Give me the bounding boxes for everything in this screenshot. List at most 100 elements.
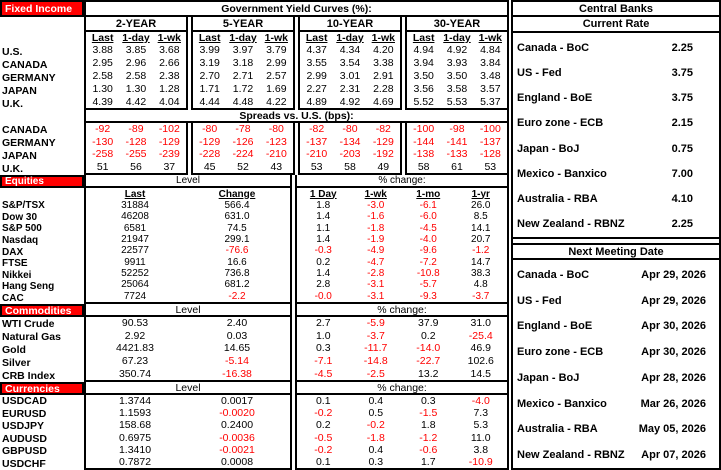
- column-header: 1-yr: [471, 188, 490, 200]
- level-row: 22577 -76.6: [86, 245, 290, 256]
- pct-row: -0.0 -3.1 -9.3 -3.7: [297, 291, 507, 302]
- value-cell: -80: [268, 123, 284, 136]
- equities-level-header: Level: [84, 175, 292, 188]
- row-label: Dow 30: [2, 211, 38, 223]
- bank-name: England - BoE: [517, 320, 593, 333]
- section-label-commodities: Commodities: [0, 304, 84, 317]
- value-cell: 4.42: [125, 95, 147, 108]
- yield-row: 3.56 3.58 3.57: [407, 82, 507, 95]
- value-cell: 1.71: [199, 82, 220, 95]
- value-cell: -4.5: [314, 367, 333, 380]
- value-cell: 0.0017: [220, 395, 254, 408]
- spread-row: 58 61 53: [407, 161, 507, 174]
- value-cell: -6.1: [419, 200, 437, 212]
- bank-name: Mexico - Banxico: [517, 397, 607, 410]
- column-header: Change: [218, 188, 256, 200]
- value-cell: -239: [158, 148, 180, 161]
- central-bank-meeting-row: Euro zone - ECB Apr 30, 2026: [513, 339, 719, 365]
- value-cell: 4.34: [339, 44, 361, 57]
- level-row: 52252 736.8: [86, 268, 290, 279]
- row-label: USDJPY: [2, 420, 45, 433]
- pct-row: -7.1 -14.8 -22.7 102.6: [297, 355, 507, 368]
- value-cell: -10.9: [468, 455, 493, 468]
- spread-row: -130 -128 -129: [86, 136, 186, 149]
- value-cell: 3.56: [413, 82, 434, 95]
- value-cell: -0.2: [314, 443, 333, 456]
- value-cell: 3.48: [480, 69, 501, 82]
- value-cell: -9.3: [419, 290, 437, 302]
- pct-row: 0.1 0.3 1.7 -10.9: [297, 456, 507, 468]
- column-header: Last: [305, 32, 328, 44]
- value-cell: -1.8: [367, 222, 385, 234]
- value-cell: 74.5: [227, 222, 247, 234]
- value-cell: -0.0: [314, 290, 332, 302]
- value-cell: -92: [95, 123, 111, 136]
- row-label: CANADA: [2, 123, 48, 136]
- current-rate-header: Current Rate: [513, 17, 719, 33]
- value-cell: -224: [232, 148, 254, 161]
- value-cell: 21947: [121, 234, 149, 246]
- level-row: 1.1593 -0.0020: [86, 407, 290, 419]
- currencies-pct-columns: 0.1 0.4 0.3 -4.0 -0.2 0.5 -1.5 7.3 0.2 -0.2 1.8 5.3…: [295, 395, 509, 470]
- value-cell: 1.3410: [118, 443, 152, 456]
- value-cell: -3.7: [366, 329, 385, 342]
- level-row: 21947 299.1: [86, 234, 290, 245]
- level-row: 6581 74.5: [86, 223, 290, 234]
- value-cell: -3.1: [367, 279, 385, 291]
- spread-row: 45 52 43: [193, 161, 293, 174]
- value-cell: 0.1: [315, 395, 331, 408]
- central-bank-meeting-row: England - BoE Apr 30, 2026: [513, 314, 719, 340]
- section-label-fixed-income: Fixed Income: [0, 0, 84, 17]
- value-cell: -192: [372, 148, 394, 161]
- row-label: Hang Seng: [2, 281, 55, 293]
- column-header: 1-day: [229, 32, 257, 44]
- value-cell: -258: [92, 148, 114, 161]
- yield-row: 3.50 3.50 3.48: [407, 70, 507, 83]
- pct-row: 0.2 -0.2 1.8 5.3: [297, 419, 507, 431]
- row-label: S&P/TSX: [2, 200, 45, 212]
- currencies-section: Currencies Level % change: USDCAD EURUSD U…: [0, 382, 509, 470]
- value-cell: -11.7: [364, 342, 388, 355]
- meeting-date: Apr 29, 2026: [641, 268, 706, 281]
- level-row: 67.23 -5.14: [86, 355, 290, 368]
- row-label: U.K.: [2, 162, 23, 175]
- value-cell: 0.2: [420, 329, 436, 342]
- central-banks-title: Central Banks: [513, 2, 719, 17]
- pct-row: -0.2 0.5 -1.5 7.3: [297, 407, 507, 419]
- value-cell: -25.4: [468, 329, 493, 342]
- value-cell: -4.0: [471, 395, 490, 408]
- value-cell: 2.91: [373, 69, 394, 82]
- value-cell: 3.97: [232, 44, 254, 57]
- level-row: 158.68 0.2400: [86, 419, 290, 431]
- pct-row: 0.3 -11.7 -14.0 46.9: [297, 342, 507, 355]
- bank-name: Canada - BoC: [517, 41, 590, 54]
- value-cell: 1.8: [316, 200, 331, 212]
- value-cell: 3.01: [339, 69, 361, 82]
- spreads-title: Spreads vs. U.S. (bps):: [84, 110, 509, 123]
- value-cell: 4.20: [373, 44, 394, 57]
- value-cell: -1.2: [419, 431, 438, 444]
- level-row: 2.92 0.03: [86, 330, 290, 343]
- next-meeting-header: Next Meeting Date: [513, 243, 719, 260]
- value-cell: -137: [306, 135, 328, 148]
- meeting-date: Apr 28, 2026: [641, 371, 706, 384]
- yield-group-2-year: Last 1-day 1-wk 3.88 3.85 3.68 2.95 2.96 2.66 2.5…: [84, 32, 188, 110]
- value-cell: -0.6: [419, 443, 438, 456]
- level-row: 46208 631.0: [86, 211, 290, 222]
- value-cell: 3.84: [480, 57, 501, 70]
- spread-group-5-year: -80 -78 -80 -129 -126 -123 -228 -224 -210 45 52 43: [191, 123, 295, 175]
- value-cell: -82: [375, 123, 391, 136]
- row-label: WTI Crude: [2, 317, 55, 330]
- fixed-income-section: Fixed Income Government Yield Curves (%)…: [0, 0, 509, 175]
- value-cell: 1.7: [420, 455, 436, 468]
- value-cell: -1.8: [366, 431, 385, 444]
- level-row: 25064 681.2: [86, 279, 290, 290]
- central-bank-rate-row: England - BoE 3.75: [513, 86, 719, 111]
- spread-group-2-year: -92 -89 -102 -130 -128 -129 -258 -255 -239 51 56 37: [84, 123, 188, 175]
- yield-row: 1.30 1.30 1.28: [86, 82, 186, 95]
- value-cell: 1.30: [125, 82, 147, 95]
- value-cell: 2.99: [306, 69, 327, 82]
- meeting-date: Apr 30, 2026: [641, 320, 706, 333]
- value-cell: 16.6: [227, 256, 247, 268]
- value-cell: 58: [344, 160, 356, 173]
